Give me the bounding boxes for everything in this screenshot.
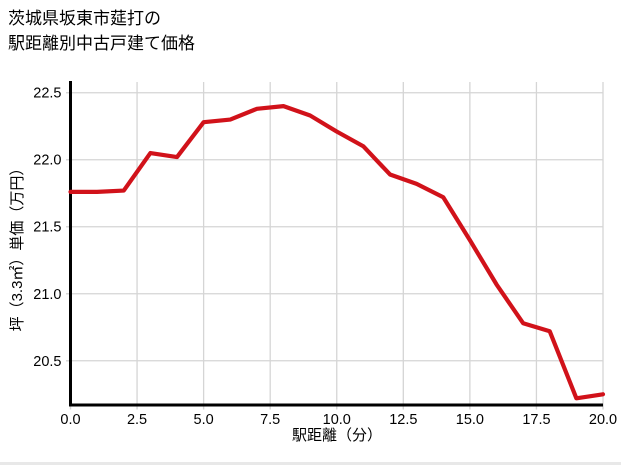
series-line <box>68 104 606 401</box>
data-series-layer <box>68 104 606 401</box>
y-tick-label: 22.0 <box>33 153 61 169</box>
y-tick-label: 20.5 <box>33 354 61 370</box>
gridlines <box>70 82 604 405</box>
y-tick-label: 22.5 <box>33 86 61 102</box>
page-title: 茨城県坂東市莚打の駅距離別中古戸建て価格 <box>8 6 195 56</box>
y-tick-label: 21.0 <box>33 287 61 303</box>
x-tick-label: 10.0 <box>323 412 351 428</box>
x-tick-label: 12.5 <box>389 412 417 428</box>
x-tick-label: 7.5 <box>260 412 280 428</box>
x-tick-labels: 0.0 2.5 5.0 7.5 10.0 12.5 15.0 17.5 20.0 <box>60 412 617 428</box>
x-tick-label: 2.5 <box>127 412 147 428</box>
x-axis-title: 駅距離（分） <box>292 426 382 444</box>
y-axis-title: 坪（3.3㎡）単価（万円） <box>9 161 26 332</box>
x-tick-label: 17.5 <box>522 412 550 428</box>
x-tick-label: 0.0 <box>60 412 80 428</box>
x-tick-label: 5.0 <box>194 412 214 428</box>
x-tick-label: 15.0 <box>456 412 484 428</box>
y-tick-labels: 20.5 21.0 21.5 22.0 22.5 <box>33 86 61 370</box>
tick-marks <box>66 92 604 410</box>
title-line-1: 茨城県坂東市莚打の <box>8 9 161 28</box>
title-line-2: 駅距離別中古戸建て価格 <box>8 34 195 53</box>
y-tick-label: 21.5 <box>33 220 61 236</box>
x-tick-label: 20.0 <box>589 412 617 428</box>
figure-bottom-border <box>0 462 621 465</box>
axis-spines <box>69 81 603 407</box>
